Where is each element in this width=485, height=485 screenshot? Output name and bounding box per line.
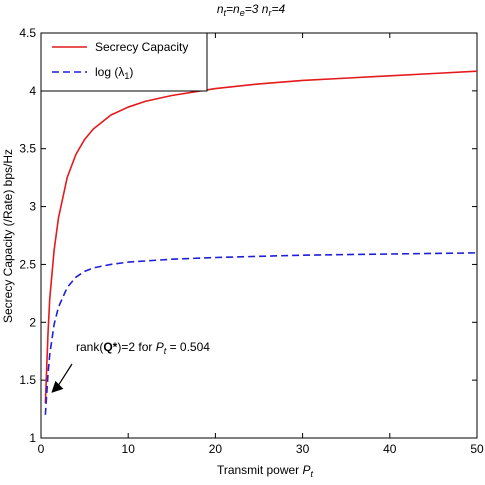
x-tick-label: 20 bbox=[209, 442, 223, 456]
series-line-secrecy-capacity bbox=[44, 70, 478, 404]
x-tick-label: 30 bbox=[296, 442, 310, 456]
y-tick-label: 1 bbox=[29, 431, 36, 445]
legend-box bbox=[40, 32, 208, 92]
y-tick-label: 2 bbox=[29, 315, 36, 329]
y-tick-label: 3.5 bbox=[19, 142, 36, 156]
legend-label-secrecy-capacity: Secrecy Capacity bbox=[95, 40, 188, 54]
legend-label-log-lambda: log (λ1) bbox=[95, 65, 133, 81]
x-tick-label: 50 bbox=[470, 442, 484, 456]
series-group bbox=[44, 70, 478, 415]
annotation-text: rank(Q*)=2 for Pt = 0.504 bbox=[76, 340, 210, 356]
chart-title: nt=ne=3 nr=4 bbox=[217, 2, 286, 18]
y-tick-label: 2.5 bbox=[19, 257, 36, 271]
x-tick-label: 0 bbox=[38, 442, 45, 456]
annotation-arrow-line bbox=[56, 363, 73, 388]
annotation-arrow-head bbox=[51, 380, 64, 393]
legend: Secrecy Capacity log (λ1) bbox=[40, 32, 208, 92]
y-tick-label: 4 bbox=[29, 84, 36, 98]
x-tick-label: 40 bbox=[383, 442, 397, 456]
annotation: rank(Q*)=2 for Pt = 0.504 bbox=[51, 340, 210, 393]
y-tick-label: 1.5 bbox=[19, 373, 36, 387]
series-line-log-lambda bbox=[44, 252, 478, 415]
y-tick-label: 4.5 bbox=[19, 26, 36, 40]
plot-area bbox=[40, 32, 478, 439]
y-tick-label: 3 bbox=[29, 200, 36, 214]
x-tick-label: 10 bbox=[122, 442, 136, 456]
x-axis-label: Transmit power Pt bbox=[217, 463, 314, 479]
x-axis-ticks: 0 10 20 30 40 50 bbox=[38, 33, 484, 456]
y-axis-label: Secrecy Capacity (/Rate) bps/Hz bbox=[1, 149, 15, 323]
